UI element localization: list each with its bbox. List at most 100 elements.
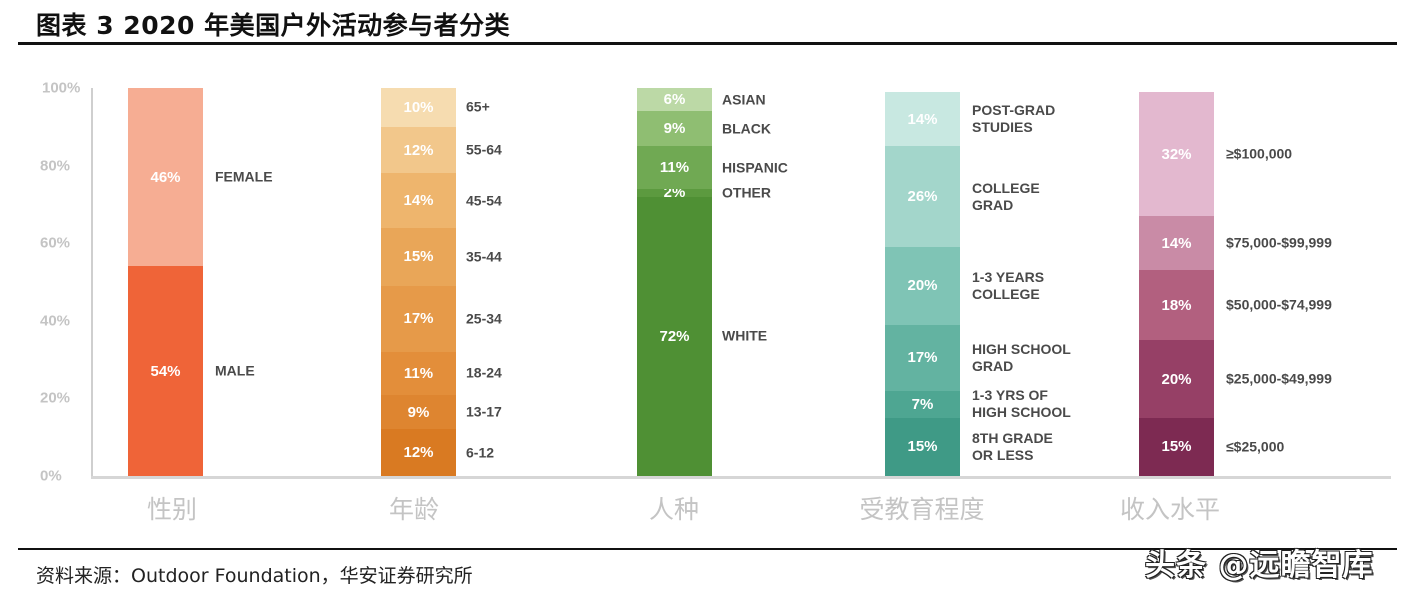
bar-segment: 2% [637, 184, 712, 201]
segment-label: 65+ [466, 98, 490, 115]
segment-label: WHITE [722, 327, 768, 344]
category-label: 人种 [648, 495, 700, 524]
segment-value: 20% [1161, 370, 1192, 388]
segment-value: 10% [403, 98, 434, 116]
bar-segment: 15% [1139, 417, 1214, 476]
category-label: 受教育程度 [859, 495, 985, 524]
top-divider [18, 42, 1397, 45]
segment-label: $25,000-$49,999 [1226, 370, 1332, 387]
segment-label: ASIAN [722, 91, 766, 108]
bar-segment: 14% [381, 173, 456, 228]
source-note: 资料来源：Outdoor Foundation，华安证券研究所 [36, 565, 473, 587]
segment-value: 26% [907, 188, 938, 206]
bar-segment: 6% [637, 88, 712, 112]
segment-value: 14% [1161, 234, 1192, 252]
bottom-divider [18, 548, 1397, 550]
segment-label: BLACK [722, 120, 771, 137]
segment-label: 18-24 [466, 364, 502, 381]
segment-value: 6% [663, 91, 686, 109]
segment-value: 12% [403, 141, 434, 159]
segment-value: 15% [403, 248, 434, 266]
bar-segment: 20% [885, 247, 960, 325]
segment-value: 32% [1161, 145, 1192, 163]
segment-label: 45-54 [466, 192, 502, 209]
segment-value: 12% [403, 444, 434, 462]
segment-value: 15% [907, 438, 938, 456]
segment-value: 54% [150, 362, 181, 380]
bar-segment: 15% [381, 227, 456, 286]
segment-label: $50,000-$74,999 [1226, 296, 1332, 313]
segment-value: 9% [407, 403, 430, 421]
segment-label: $75,000-$99,999 [1226, 234, 1332, 251]
bar-segment: 72% [637, 196, 712, 476]
bar-segment: 12% [381, 126, 456, 174]
stacked-bar: 15% 7% 17% 20% 26% 14% [885, 88, 960, 476]
segment-label: 13-17 [466, 403, 502, 420]
segment-label: ≥$100,000 [1226, 145, 1293, 162]
x-axis-line [91, 476, 1391, 479]
bar-segment: 11% [381, 351, 456, 395]
segment-label: OTHER [722, 184, 771, 201]
segment-value: 14% [403, 192, 434, 210]
segment-label: 6-12 [466, 444, 495, 461]
segment-value: 11% [659, 159, 690, 177]
segment-label: ≤$25,000 [1226, 438, 1285, 455]
segment-value: 72% [659, 327, 690, 345]
bar-segment: 11% [637, 146, 712, 189]
y-tick-label: 60% [40, 234, 71, 252]
bar-segment: 17% [381, 285, 456, 352]
segment-label: 55-64 [466, 141, 502, 158]
segment-value: 15% [1161, 438, 1192, 456]
segment-value: 18% [1161, 296, 1192, 314]
stacked-bar: 72% 2% 11% 9% 6% [637, 88, 712, 476]
segment-label: POST-GRAD STUDIES [972, 102, 1056, 136]
stacked-bar: 12% 9% 11% 17% 15% 14% 12% 10% [381, 88, 456, 476]
segment-label: HIGH SCHOOL GRAD [972, 340, 1071, 374]
segment-label: FEMALE [215, 168, 273, 185]
bar-segment: 14% [885, 91, 960, 147]
segment-value: 17% [907, 349, 938, 367]
segment-value: 17% [403, 310, 434, 328]
figure-title: 图表 3 2020 年美国户外活动参与者分类 [36, 11, 511, 40]
bar-segment: 17% [885, 324, 960, 391]
watermark: 头条 @远瞻智库 [1145, 548, 1374, 583]
segment-value: 11% [403, 364, 434, 382]
y-axis-line [91, 88, 93, 478]
bar-segment: 14% [1139, 216, 1214, 271]
segment-label: HISPANIC [722, 159, 788, 176]
y-tick-label: 20% [40, 389, 71, 407]
bar-segment: 18% [1139, 270, 1214, 341]
bar-segment: 7% [885, 390, 960, 418]
bar-segment: 20% [1139, 340, 1214, 418]
stacked-bar: 15% 20% 18% 14% 32% [1139, 88, 1214, 476]
segment-label: 25-34 [466, 310, 502, 327]
y-tick-label: 0% [40, 467, 62, 485]
bar-segment: 10% [381, 88, 456, 127]
y-tick-label: 80% [40, 157, 71, 175]
bar-segment: 9% [381, 394, 456, 430]
bar-segment: 46% [128, 88, 203, 267]
category-label: 收入水平 [1119, 495, 1221, 524]
segment-label: 35-44 [466, 248, 502, 265]
category-label: 性别 [146, 495, 198, 524]
segment-label: COLLEGE GRAD [972, 179, 1040, 213]
segment-label: 8TH GRADE OR LESS [972, 429, 1053, 463]
y-tick-label: 40% [40, 312, 71, 330]
segment-value: 7% [911, 395, 934, 413]
bar-segment: 26% [885, 146, 960, 248]
segment-label: 1-3 YRS OF HIGH SCHOOL [972, 387, 1071, 421]
segment-label: 1-3 YEARS COLLEGE [972, 268, 1045, 302]
bar-segment: 15% [885, 417, 960, 476]
bar-segment: 12% [381, 429, 456, 476]
segment-label: MALE [215, 362, 255, 379]
stacked-bar: 54% 46% [128, 88, 203, 476]
segment-value: 14% [907, 110, 938, 128]
bar-segment: 32% [1139, 91, 1214, 217]
category-label: 年龄 [388, 495, 440, 524]
bar-segment: 54% [128, 266, 203, 476]
segment-value: 9% [663, 120, 686, 138]
y-tick-label: 100% [42, 79, 81, 97]
segment-value: 20% [907, 277, 938, 295]
segment-value: 46% [150, 168, 181, 186]
bar-segment: 9% [637, 111, 712, 147]
